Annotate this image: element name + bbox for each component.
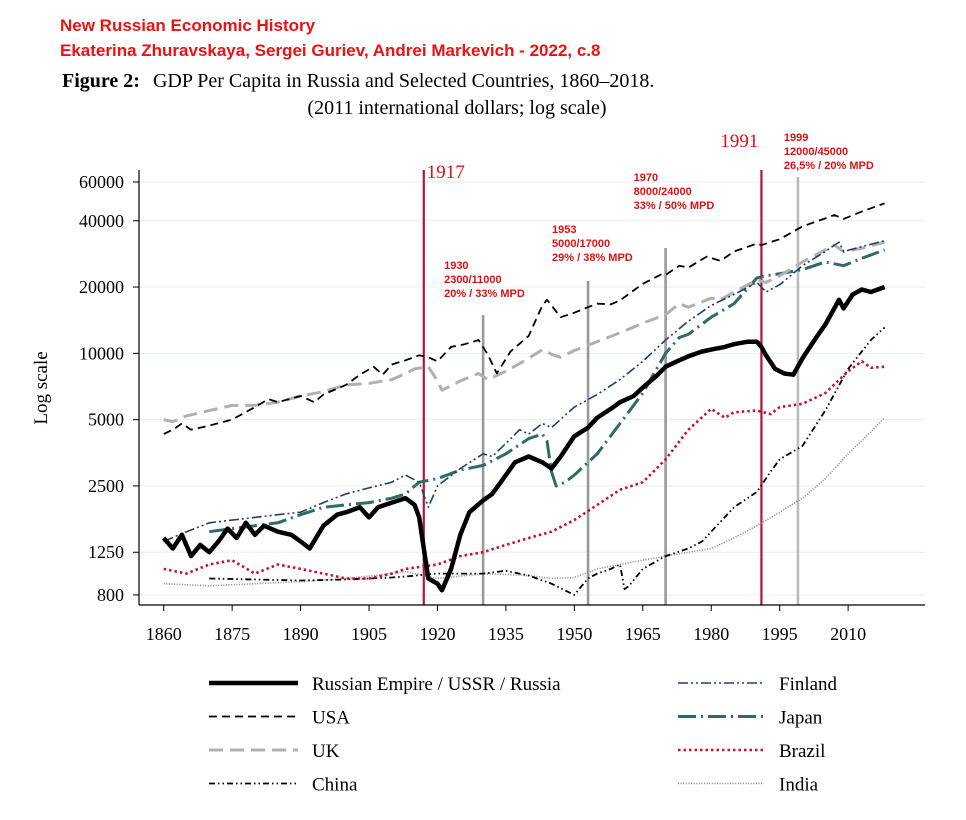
annotation-1953-line: 29% / 38% MPD bbox=[552, 252, 633, 264]
legend-label-japan: Japan bbox=[779, 708, 823, 729]
event-lines bbox=[422, 170, 800, 605]
series-line-brazil bbox=[163, 360, 885, 580]
x-tick-label: 1860 bbox=[146, 624, 182, 644]
series-line-china bbox=[209, 326, 886, 596]
event-label-1991: 1991 bbox=[720, 131, 758, 152]
x-tick-label: 1875 bbox=[214, 624, 250, 644]
annotation-1930-line: 20% / 33% MPD bbox=[444, 288, 525, 300]
x-tick-label: 1950 bbox=[556, 624, 592, 644]
x-ticks: 1860 1875 1890 1905 1920 1935 1950 1965 1980 1995… bbox=[146, 605, 866, 644]
y-ticks: 800 1250 2500 5000 10000 20000 40000 60000 bbox=[79, 172, 139, 605]
figure-subtitle: (2011 international dollars; log scale) bbox=[307, 97, 606, 119]
x-tick-label: 1980 bbox=[693, 624, 729, 644]
y-tick-label: 20000 bbox=[79, 277, 124, 297]
x-tick-label: 1935 bbox=[488, 624, 524, 644]
series-line-japan bbox=[209, 248, 886, 534]
annotation-1970-line: 33% / 50% MPD bbox=[634, 200, 715, 212]
annotation-1999-line: 12000/45000 bbox=[784, 146, 848, 158]
event-label-1917: 1917 bbox=[427, 162, 465, 183]
legend-label-finland: Finland bbox=[779, 674, 838, 695]
annotation-1953-line: 5000/17000 bbox=[552, 238, 610, 250]
legend-label-india: India bbox=[779, 775, 819, 796]
y-tick-label: 5000 bbox=[88, 410, 124, 430]
annotation-1970-line: 8000/24000 bbox=[634, 186, 692, 198]
legend-label-russian-empire-ussr-russia: Russian Empire / USSR / Russia bbox=[312, 674, 561, 695]
y-tick-label: 800 bbox=[97, 585, 124, 605]
x-tick-label: 1890 bbox=[283, 624, 319, 644]
x-tick-label: 1965 bbox=[625, 624, 661, 644]
legend-label-brazil: Brazil bbox=[779, 741, 825, 762]
legend: Russian Empire / USSR / Russia USA UK China… bbox=[209, 674, 838, 796]
series-line-finland bbox=[163, 239, 885, 543]
x-tick-label: 2010 bbox=[830, 624, 866, 644]
y-tick-label: 1250 bbox=[88, 542, 124, 562]
legend-label-china: China bbox=[312, 775, 358, 796]
annotation-1953-line: 1953 bbox=[552, 224, 576, 236]
series-line-uk bbox=[163, 240, 885, 424]
gridlines bbox=[139, 181, 925, 596]
annotation-1930-line: 2300/11000 bbox=[444, 274, 502, 286]
series-line-russian-empire-ussr-russia bbox=[161, 284, 886, 593]
legend-label-usa: USA bbox=[312, 708, 350, 729]
annotation-1930-line: 1930 bbox=[444, 260, 468, 272]
source-title: New Russian Economic History bbox=[60, 16, 316, 35]
figure-title: GDP Per Capita in Russia and Selected Co… bbox=[153, 70, 654, 92]
source-authors: Ekaterina Zhuravskaya, Sergei Guriev, An… bbox=[60, 41, 601, 60]
x-tick-label: 1920 bbox=[419, 624, 455, 644]
axes bbox=[138, 170, 925, 606]
figure-label: Figure 2: bbox=[62, 70, 140, 92]
legend-label-uk: UK bbox=[312, 741, 340, 762]
series-line-usa bbox=[163, 202, 885, 435]
annotations: 1917 1930 2300/11000 20% / 33% MPD 1953 5000/… bbox=[427, 131, 874, 300]
x-tick-label: 1905 bbox=[351, 624, 387, 644]
series-lines bbox=[161, 202, 886, 596]
figure-heading: Figure 2: GDP Per Capita in Russia and S… bbox=[62, 70, 654, 92]
y-axis-label: Log scale bbox=[31, 351, 52, 424]
annotation-1970-line: 1970 bbox=[634, 172, 658, 184]
y-tick-label: 2500 bbox=[88, 476, 124, 496]
x-tick-label: 1995 bbox=[762, 624, 798, 644]
y-tick-label: 60000 bbox=[79, 172, 124, 192]
annotation-1999-line: 1999 bbox=[784, 132, 808, 144]
y-tick-label: 10000 bbox=[79, 343, 124, 363]
y-tick-label: 40000 bbox=[79, 211, 124, 231]
annotation-1999-line: 26,5% / 20% MPD bbox=[784, 160, 874, 172]
